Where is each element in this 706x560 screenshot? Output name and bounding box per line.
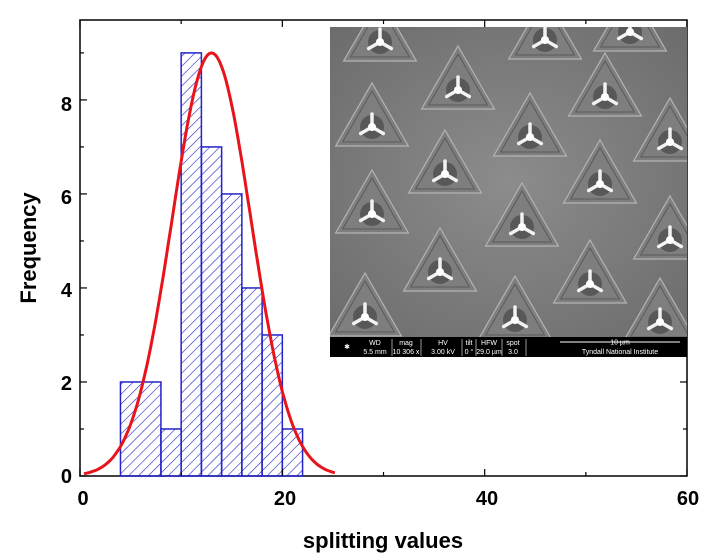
histogram-bar (119, 381, 162, 477)
x-tick-label: 40 (476, 488, 498, 510)
histogram-bar (261, 334, 284, 477)
info-header: tilt (466, 340, 473, 347)
sem-triangle (479, 274, 551, 337)
sem-background (330, 27, 687, 337)
sem-inset-image (330, 27, 687, 337)
gaussian-fit-curve (83, 51, 336, 476)
info-header: spot (506, 340, 519, 347)
scale-label: 10 µm (610, 340, 630, 347)
sem-triangle (334, 81, 410, 147)
info-value: 10 306 x (393, 349, 420, 356)
sem-triangle (562, 138, 638, 204)
y-tick-label: 4 (61, 280, 73, 302)
sem-triangle (334, 168, 410, 234)
histogram-bar (220, 193, 243, 477)
sem-triangle (632, 194, 687, 260)
institution-label: Tyndall National Institute (582, 349, 658, 356)
y-tick-label: 2 (61, 373, 72, 395)
x-axis-title: splitting values (303, 528, 463, 553)
sem-triangle (330, 271, 403, 337)
sem-triangle (484, 181, 560, 247)
info-header: HFW (481, 340, 497, 347)
histogram-bar (281, 428, 304, 477)
sem-triangle (402, 226, 478, 292)
info-value: 29.0 µm (476, 349, 502, 356)
sem-triangle (342, 27, 418, 62)
sem-triangle-features (330, 27, 687, 337)
histogram-bar (180, 52, 203, 477)
info-header: HV (438, 340, 448, 347)
y-tick-label: 0 (61, 466, 72, 488)
histogram-bar (241, 287, 263, 477)
sem-triangle (420, 44, 496, 110)
info-value: 5.5 mm (363, 349, 387, 356)
histogram-bar (160, 428, 182, 477)
sem-logo-icon: ✱ (344, 343, 350, 351)
sem-triangle (632, 96, 687, 162)
sem-triangle (507, 27, 583, 60)
info-value: 0 ° (465, 348, 474, 356)
info-value: 3.0 (508, 349, 518, 356)
x-tick-label: 60 (677, 488, 699, 510)
sem-triangle (407, 128, 483, 194)
sem-triangle (492, 91, 568, 157)
info-header: WD (369, 340, 381, 347)
sem-triangle (567, 51, 643, 117)
y-tick-label: 6 (61, 187, 72, 209)
sem-triangle (552, 238, 628, 304)
x-tick-label: 0 (77, 488, 88, 510)
sem-triangle (625, 276, 687, 337)
x-tick-label: 20 (274, 488, 296, 510)
info-header: mag (399, 340, 413, 347)
histogram-bar (200, 146, 223, 477)
sem-triangle (592, 27, 668, 52)
y-axis-title: Frequency (16, 192, 41, 304)
y-tick-label: 8 (61, 94, 72, 116)
info-value: 3.00 kV (431, 349, 455, 356)
